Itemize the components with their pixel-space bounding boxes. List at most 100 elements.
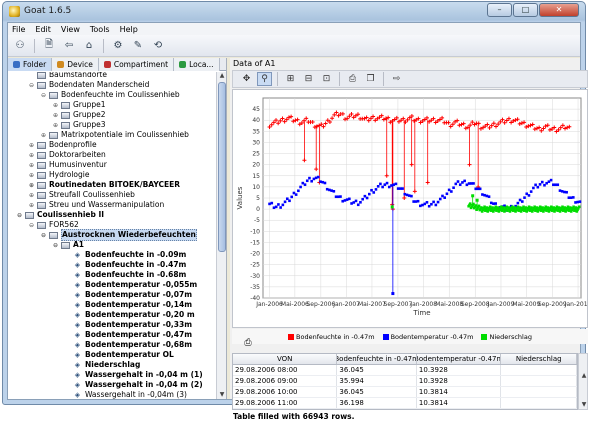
menu-help[interactable]: Help	[119, 24, 138, 34]
tree-leaf-item[interactable]: ◈ Bodentemperatur -0,07m	[64, 290, 192, 300]
table-scrollbar[interactable]: ▲ ▼	[578, 353, 588, 410]
tree-scrollbar[interactable]: ▲ ▼	[216, 72, 226, 399]
tree-item-label: Gruppe1	[73, 100, 106, 109]
tree-leaf-item[interactable]: ◈ Bodentemperatur -0,33m	[64, 320, 192, 330]
tree-folder-item[interactable]: ⊕ Gruppe1	[52, 100, 106, 110]
tree-leaf-item[interactable]: ◈ Bodentemperatur OL	[64, 350, 174, 360]
expand-icon[interactable]: ⊕	[52, 121, 59, 129]
tree-leaf-item[interactable]: ◈ Bodenfeuchte in -0.68m	[64, 270, 187, 280]
copy-icon[interactable]: ❐	[366, 74, 375, 84]
tab-loca[interactable]: Loca...	[174, 58, 220, 71]
scroll-up-icon[interactable]: ▲	[219, 72, 225, 79]
import-icon[interactable]: ⇦	[64, 40, 74, 51]
zoom-in-icon[interactable]: ⊞	[286, 74, 295, 84]
tree-folder-item[interactable]: ⊕ Gruppe2	[52, 110, 106, 120]
menu-view[interactable]: View	[60, 24, 80, 34]
tree-leaf-item[interactable]: ◈ Niederschlag	[64, 360, 141, 370]
tree-folder-item[interactable]: ⊕ Hydrologie	[28, 170, 90, 180]
column-header[interactable]: Niederschlag	[501, 354, 577, 364]
tree-leaf-item[interactable]: ◈ Bodentemperatur -0,47m	[64, 330, 192, 340]
expand-icon[interactable]: ⊕	[52, 111, 59, 119]
collapse-icon[interactable]: ⊖	[40, 231, 47, 239]
chart-area[interactable]: 45 40 35 30 25 20 15 10 5 0 -5 -10 -15 -20 -25 -30 -35 -4…	[232, 89, 591, 328]
menu-edit[interactable]: Edit	[35, 24, 51, 34]
data-point-2	[496, 206, 500, 209]
table-row[interactable]: 29.08.2006 10:00 36.045 10.3814	[233, 387, 577, 398]
column-header[interactable]: VON	[233, 354, 338, 364]
sensor-icon: ◈	[74, 380, 81, 389]
export-icon[interactable]: ⇨	[392, 74, 401, 84]
tree-leaf-item[interactable]: ◈ Wassergehalt in -0,04 m (1)	[64, 370, 203, 380]
tree-folder-item[interactable]: ⊕ Streufall Coulissenhieb	[28, 190, 135, 200]
settings-icon[interactable]: ✎	[133, 40, 143, 51]
expand-icon[interactable]: ⊕	[28, 141, 35, 149]
tree-folder-item[interactable]: ⊕ Humusinventur	[28, 160, 107, 170]
tree-folder-item[interactable]: ⊖ A1	[52, 240, 84, 250]
scroll-up-icon[interactable]: ▲	[581, 372, 587, 379]
disconnect-icon[interactable]: ⚇	[15, 40, 25, 51]
minimize-button[interactable]: –	[487, 3, 512, 17]
scroll-down-icon[interactable]: ▼	[581, 401, 587, 408]
tree-leaf-item[interactable]: ◈ Wassergehalt in -0,04 m (2)	[64, 380, 203, 390]
menu-file[interactable]: File	[12, 24, 26, 34]
tab-folder[interactable]: Folder	[8, 58, 53, 71]
menu-tools[interactable]: Tools	[89, 24, 110, 34]
tree-folder-item[interactable]: ⊕ Bodenprofile	[28, 140, 97, 150]
tree-leaf-item[interactable]: ◈ Bodentemperatur -0,14m	[64, 300, 192, 310]
collapse-icon[interactable]: ⊖	[28, 81, 35, 89]
tree-folder-item[interactable]: ⊖ Austrocknen Wiederbefeuchten	[40, 229, 197, 241]
fit-icon[interactable]: ⊡	[322, 74, 331, 84]
expand-icon[interactable]: ⊕	[28, 151, 35, 159]
expand-icon[interactable]: ⊕	[40, 131, 47, 139]
tree-folder-item[interactable]: ⊖ Bodendaten Manderscheid	[28, 80, 149, 90]
tree-leaf-item[interactable]: ◈ Bodentemperatur -0,20 m	[64, 310, 195, 320]
expand-icon[interactable]: ⊕	[28, 201, 35, 209]
print-icon[interactable]: ⎙	[348, 74, 357, 84]
scroll-thumb[interactable]	[218, 82, 226, 252]
expand-icon[interactable]: ⊕	[28, 161, 35, 169]
zoom-icon[interactable]: ⚲	[257, 72, 272, 86]
scroll-down-icon[interactable]: ▼	[219, 391, 225, 398]
tree-leaf-item[interactable]: ◈ Bodenfeuchte in -0.09m	[64, 250, 187, 260]
close-button[interactable]: ✕	[539, 3, 579, 17]
tab-compartiment[interactable]: Compartiment	[98, 58, 175, 71]
data-point-0	[386, 115, 391, 120]
tree-leaf-item[interactable]: ◈ Bodentemperatur -0,68m	[64, 340, 192, 350]
tree-folder-item[interactable]: ⊖ FOR562	[28, 220, 79, 230]
tree-folder-item[interactable]: ⊕ Doktorarbeiten	[28, 150, 106, 160]
zoom-out-icon[interactable]: ⊟	[304, 74, 313, 84]
tree-leaf-item[interactable]: ◈ Bodenfeuchte in -0.47m	[64, 260, 187, 270]
expand-icon[interactable]: ⊕	[28, 171, 35, 179]
maximize-button[interactable]: □	[513, 3, 538, 17]
expand-icon[interactable]: ⊕	[28, 181, 35, 189]
tree-leaf-item[interactable]: ◈ Bodentemperatur -0,055m	[64, 280, 197, 290]
tree-folder-item[interactable]: ⊖ Coulissenhieb II	[16, 210, 104, 220]
print-table-icon[interactable]: ⎙	[244, 338, 252, 348]
export-icon[interactable]: ⌂	[85, 40, 93, 51]
expand-icon[interactable]: ⊕	[52, 101, 59, 109]
expand-icon[interactable]: ⊕	[28, 191, 35, 199]
collapse-icon[interactable]: ⊖	[40, 91, 47, 99]
tree-leaf-item[interactable]: ◈ Wassergehalt in -0,04m (3)	[64, 390, 187, 399]
refresh-icon[interactable]: ⟲	[153, 40, 163, 51]
collapse-icon[interactable]: ⊖	[28, 221, 35, 229]
collapse-icon[interactable]: ⊖	[16, 211, 23, 219]
new-document-icon[interactable]: 🗎	[44, 39, 54, 50]
move-icon[interactable]: ✥	[242, 74, 251, 84]
tree-folder-item[interactable]: Baumstandorte	[28, 72, 107, 80]
table-row[interactable]: 29.08.2006 09:00 35.994 10.3928	[233, 376, 577, 387]
column-header[interactable]: Bodentemperatur -0.47m	[416, 354, 502, 364]
connect-icon[interactable]: ⚙	[113, 40, 123, 51]
tree-folder-item[interactable]: ⊕ Gruppe3	[52, 120, 106, 130]
scroll-thumb[interactable]	[579, 354, 587, 364]
table-row[interactable]: 29.08.2006 08:00 36.045 10.3928	[233, 365, 577, 376]
data-point-2	[488, 205, 492, 209]
collapse-icon[interactable]: ⊖	[52, 241, 59, 249]
tree-folder-item[interactable]: ⊕ Matrixpotentiale im Coulissenhieb	[40, 130, 189, 140]
tree-folder-item[interactable]: ⊕ Routinedaten BITOEK/BAYCEER	[28, 180, 180, 190]
tree-folder-item[interactable]: ⊖ Bodenfeuchte im Coulissenhieb	[40, 90, 180, 100]
column-header[interactable]: Bodenfeuchte in -0.47m	[337, 354, 417, 364]
tab-device[interactable]: Device	[52, 58, 99, 71]
tree-folder-item[interactable]: ⊕ Streu und Wassermanipulation	[28, 200, 164, 210]
table-row[interactable]: 29.08.2006 11:00 36.198 10.3814	[233, 398, 577, 409]
